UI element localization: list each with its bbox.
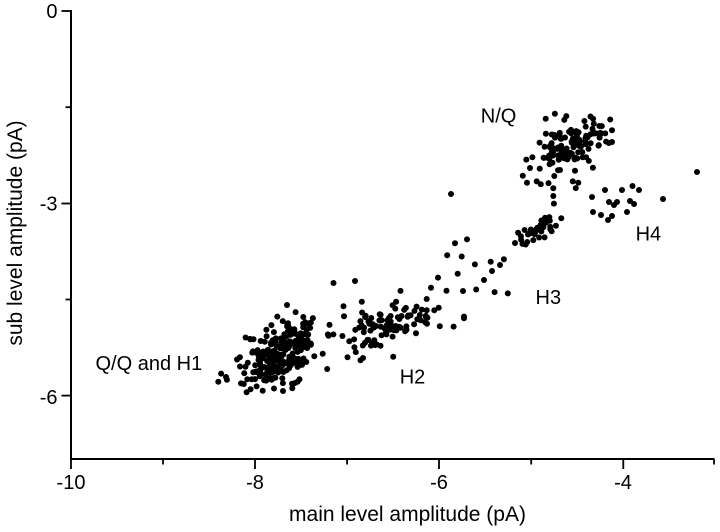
svg-text:N/Q: N/Q: [481, 106, 517, 128]
svg-text:-6: -6: [40, 387, 58, 409]
svg-text:-3: -3: [40, 194, 58, 216]
svg-text:H2: H2: [400, 366, 426, 388]
svg-text:sub level amplitude (pA): sub level amplitude (pA): [4, 120, 27, 345]
svg-text:H3: H3: [536, 287, 562, 309]
svg-text:-10: -10: [57, 472, 86, 494]
svg-text:Q/Q and H1: Q/Q and H1: [96, 353, 203, 375]
svg-text:-6: -6: [430, 472, 448, 494]
svg-text:-4: -4: [614, 472, 632, 494]
svg-text:H4: H4: [636, 223, 662, 245]
svg-text:-8: -8: [246, 472, 264, 494]
svg-text:0: 0: [46, 1, 57, 23]
svg-text:main level amplitude (pA): main level amplitude (pA): [289, 503, 526, 526]
